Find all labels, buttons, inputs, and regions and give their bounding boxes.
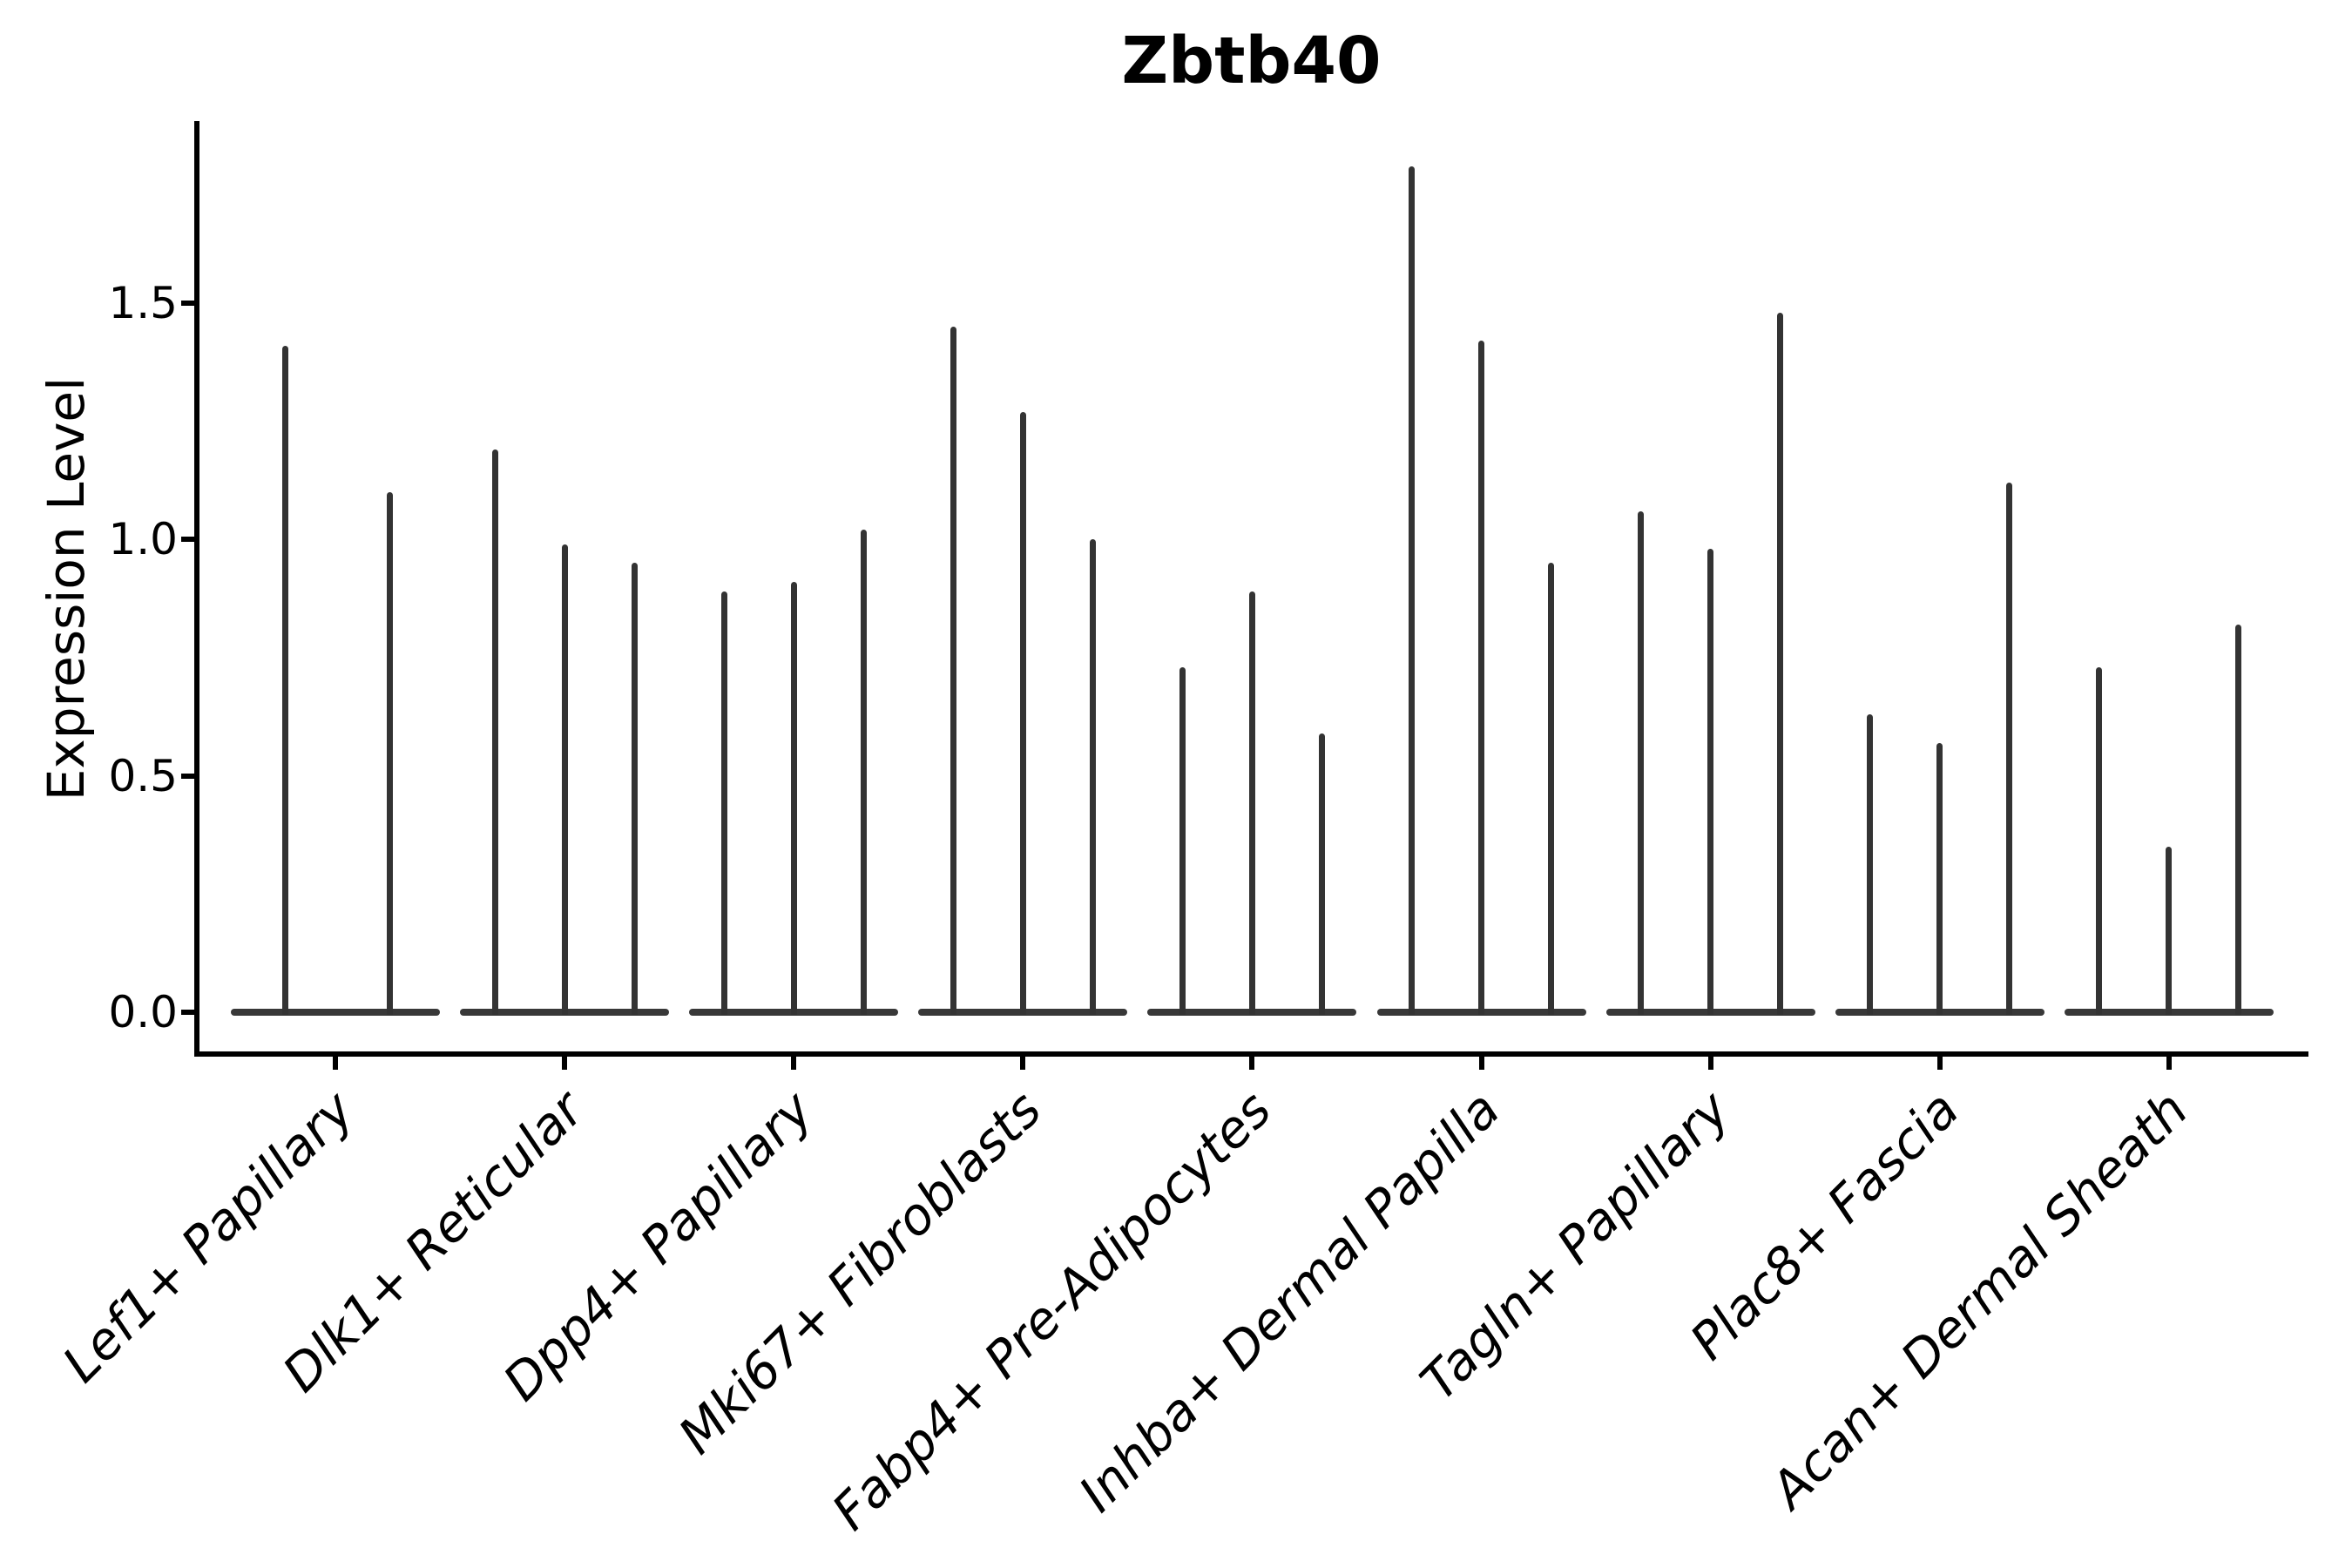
y-tick-label: 0.5 <box>108 750 178 801</box>
violin-max-spike <box>1548 563 1554 1015</box>
x-tick-label: Inhba+ Dermal Papilla <box>1067 1079 1512 1524</box>
x-tick <box>1249 1057 1255 1070</box>
violin-max-spike <box>1638 510 1645 1015</box>
violin-max-spike <box>2166 847 2173 1015</box>
violin-max-spike <box>2096 666 2103 1015</box>
violin-max-spike <box>950 327 956 1015</box>
x-tick <box>562 1057 568 1070</box>
y-tick <box>181 537 194 543</box>
violin-max-spike <box>2235 624 2242 1015</box>
violin-max-spike <box>2006 483 2013 1015</box>
violin-max-spike <box>1179 666 1186 1015</box>
y-tick-label: 0.0 <box>108 987 178 1037</box>
violin-max-spike <box>631 563 638 1015</box>
y-axis-label: Expression Level <box>37 376 96 801</box>
x-tick <box>2166 1057 2172 1070</box>
violin-max-spike <box>1707 549 1714 1015</box>
violin-body-disc <box>231 1009 440 1016</box>
x-tick-label: Acan+ Dermal Sheath <box>1759 1079 2200 1520</box>
violin-max-spike <box>386 492 393 1015</box>
y-axis-spine <box>194 121 199 1057</box>
y-tick <box>181 773 194 779</box>
y-tick-label: 1.5 <box>108 277 178 328</box>
chart-title: Zbtb40 <box>1121 24 1382 98</box>
violin-max-spike <box>790 582 797 1015</box>
x-tick <box>791 1057 797 1070</box>
violin-max-spike <box>1318 733 1325 1015</box>
violin-max-spike <box>1019 411 1026 1015</box>
y-tick <box>181 1010 194 1015</box>
violin-max-spike <box>561 544 568 1015</box>
x-tick <box>333 1057 338 1070</box>
x-axis-spine <box>194 1051 2308 1057</box>
x-tick <box>1020 1057 1026 1070</box>
x-tick <box>1478 1057 1484 1070</box>
violin-max-spike <box>491 449 498 1015</box>
violin-max-spike <box>1409 166 1415 1015</box>
violin-max-spike <box>860 530 867 1015</box>
x-tick <box>1936 1057 1943 1070</box>
violin-max-spike <box>1248 591 1255 1015</box>
violin-max-spike <box>720 591 727 1015</box>
violin-max-spike <box>1478 341 1484 1015</box>
violin-max-spike <box>1089 539 1096 1015</box>
y-tick-label: 1.0 <box>108 514 178 565</box>
x-tick <box>1707 1057 1713 1070</box>
violin-max-spike <box>1936 742 1943 1015</box>
y-tick <box>181 300 194 306</box>
violin-max-spike <box>1867 714 1874 1015</box>
violin-max-spike <box>1777 312 1784 1015</box>
x-tick-label: Fabp4+ Pre-Adipocytes <box>820 1079 1282 1542</box>
violin-max-spike <box>281 345 288 1015</box>
